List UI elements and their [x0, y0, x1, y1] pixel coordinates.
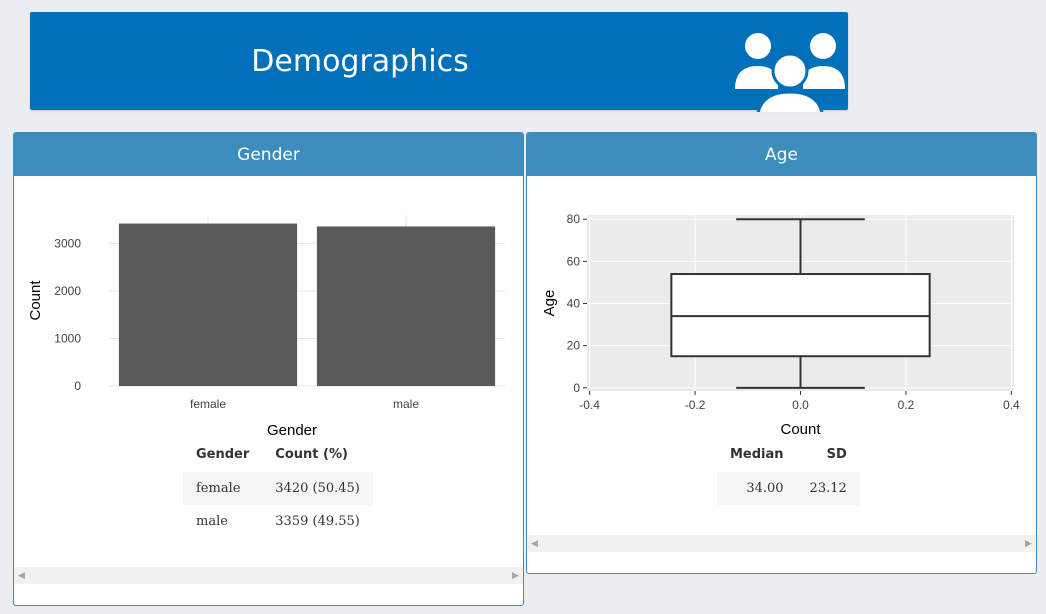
- age-panel-header: Age: [527, 133, 1036, 176]
- y-tick-label: 80: [567, 212, 581, 226]
- x-axis-title: Count: [780, 421, 821, 438]
- gender-panel-header: Gender: [14, 133, 523, 176]
- table-cell: female: [183, 472, 263, 505]
- age-panel: Age 0 20 40 60 80 -0.4 -0.2 0.0 0.2 0.4 Count Age M…: [526, 132, 1037, 574]
- y-tick-label: 1000: [54, 332, 81, 346]
- age-table: Median SD 34.00 23.12: [717, 441, 860, 505]
- x-tick-label: 0.2: [898, 398, 915, 412]
- table-row: male 3359 (49.55): [183, 505, 373, 538]
- demographics-banner: Demographics: [30, 12, 848, 112]
- age-table-header-median: Median: [730, 447, 784, 462]
- bar-male: [316, 226, 496, 386]
- scroll-right-arrow-icon[interactable]: ▶: [512, 570, 519, 580]
- x-tick-label: female: [190, 397, 226, 411]
- y-tick-label: 2000: [54, 284, 81, 298]
- iqr-box: [670, 273, 931, 358]
- gender-table-header-count: Count (%): [275, 447, 348, 462]
- y-tick-label: 40: [567, 297, 581, 311]
- scroll-right-arrow-icon[interactable]: ▶: [1025, 538, 1032, 548]
- age-horizontal-scrollbar[interactable]: ◀ ▶: [527, 535, 1036, 552]
- y-tick-label: 20: [567, 339, 581, 353]
- y-tick-label: 60: [567, 254, 581, 268]
- gender-panel: Gender 0 1000 2000 3000 female male Gender Coun…: [13, 132, 524, 606]
- table-cell: 3359 (49.55): [275, 514, 360, 529]
- x-tick-label: -0.4: [579, 398, 600, 412]
- y-tick-label: 0: [74, 379, 81, 393]
- x-tick-label: male: [393, 397, 419, 411]
- gender-table: Gender Count (%) female 3420 (50.45) mal…: [183, 441, 373, 538]
- y-axis-title: Count: [27, 280, 44, 321]
- table-row: female 3420 (50.45): [183, 472, 373, 505]
- x-tick-label: 0.0: [792, 398, 809, 412]
- gender-bar-chart: 0 1000 2000 3000 female male Gender Count: [27, 215, 505, 439]
- scroll-left-arrow-icon[interactable]: ◀: [531, 538, 538, 548]
- age-table-header-sd: SD: [826, 447, 847, 462]
- table-cell: 23.12: [796, 472, 860, 505]
- age-box-chart: 0 20 40 60 80 -0.4 -0.2 0.0 0.2 0.4 Count Age: [541, 212, 1020, 438]
- x-axis-title: Gender: [267, 422, 317, 439]
- gender-horizontal-scrollbar[interactable]: ◀ ▶: [14, 567, 523, 584]
- y-tick-label: 3000: [54, 237, 81, 251]
- y-tick-label: 0: [573, 381, 580, 395]
- table-cell: male: [196, 514, 228, 529]
- users-group-icon: [735, 33, 845, 112]
- x-tick-label: -0.2: [685, 398, 706, 412]
- banner-title: Demographics: [251, 43, 469, 79]
- table-cell: 3420 (50.45): [262, 472, 373, 505]
- y-axis-title: Age: [541, 290, 558, 317]
- bar-female: [118, 223, 298, 386]
- x-tick-label: 0.4: [1003, 398, 1020, 412]
- scroll-left-arrow-icon[interactable]: ◀: [18, 570, 25, 580]
- table-cell: 34.00: [717, 472, 797, 505]
- table-row: 34.00 23.12: [717, 472, 860, 505]
- gender-table-header-gender: Gender: [196, 447, 250, 462]
